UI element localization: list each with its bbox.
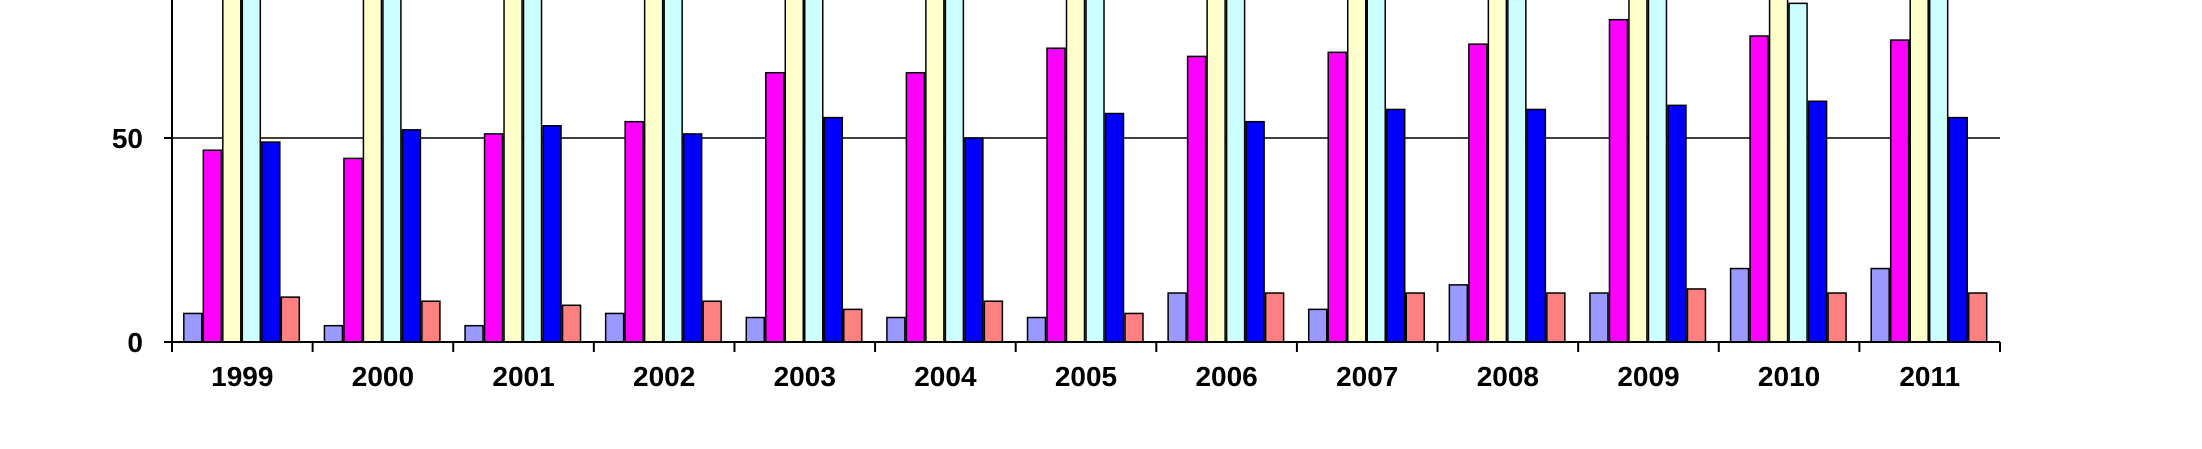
bar <box>1366 0 1386 343</box>
bar <box>343 157 363 343</box>
bar <box>222 0 242 343</box>
bar <box>1667 104 1687 343</box>
bar <box>1307 308 1328 343</box>
bar <box>804 0 824 343</box>
bar <box>1385 108 1406 343</box>
bar <box>823 116 844 343</box>
bar <box>1327 51 1347 343</box>
bar <box>503 0 523 343</box>
bar <box>241 0 262 343</box>
x-tick-label: 1999 <box>211 361 273 392</box>
y-tick-labels: 0 50 <box>112 123 143 358</box>
bar <box>643 0 664 343</box>
bar <box>561 304 582 343</box>
x-tick-label: 2010 <box>1758 361 1820 392</box>
bar <box>1206 0 1226 343</box>
y-tick-label: 50 <box>112 123 143 154</box>
x-tick-label: 2008 <box>1477 361 1539 392</box>
bar <box>1788 2 1808 343</box>
bar <box>784 0 805 343</box>
bar <box>522 0 543 343</box>
bar <box>1026 316 1047 343</box>
bar <box>624 120 644 343</box>
bar <box>1909 0 1929 343</box>
bar <box>1124 312 1144 343</box>
x-tick-label: 2006 <box>1195 361 1257 392</box>
bar <box>483 133 504 343</box>
bar <box>1889 39 1910 343</box>
bar <box>382 0 402 343</box>
bar <box>323 324 344 343</box>
bar <box>843 308 863 343</box>
bar <box>964 137 984 343</box>
bar <box>663 0 683 343</box>
bar <box>421 300 441 343</box>
x-tick-label: 2003 <box>774 361 836 392</box>
bar <box>905 71 926 343</box>
bar <box>1167 292 1187 343</box>
bar <box>1967 292 1988 343</box>
x-tick-label: 2001 <box>492 361 554 392</box>
x-tick-label: 2007 <box>1336 361 1398 392</box>
x-tick-label: 2009 <box>1617 361 1679 392</box>
bar <box>1046 47 1066 343</box>
bar <box>542 125 562 343</box>
bar <box>1487 0 1508 343</box>
bar <box>261 141 281 343</box>
x-tick-label: 2000 <box>352 361 414 392</box>
bar <box>1526 108 1547 343</box>
bar <box>1346 0 1367 343</box>
bar <box>1104 112 1125 343</box>
bar <box>280 296 301 343</box>
x-tick-label: 2004 <box>914 361 977 392</box>
bar <box>1807 100 1828 343</box>
bar <box>464 324 484 343</box>
x-tick-label: 2011 <box>1899 361 1960 392</box>
bar <box>202 149 223 343</box>
bar <box>1928 0 1949 343</box>
bar <box>1448 284 1469 343</box>
x-tick-label: 2002 <box>633 361 695 392</box>
bar <box>1686 288 1707 343</box>
bar <box>765 71 785 343</box>
bar <box>886 316 906 343</box>
bar <box>682 133 703 343</box>
bar <box>1729 267 1750 343</box>
bar <box>1468 43 1488 343</box>
bar <box>1245 120 1265 343</box>
bar <box>925 0 945 343</box>
bar <box>983 300 1004 343</box>
bar <box>401 129 422 343</box>
bar <box>1225 0 1246 343</box>
bar <box>1749 35 1769 343</box>
bar <box>1827 292 1847 343</box>
axes <box>164 0 2001 352</box>
bar <box>1628 0 1648 343</box>
bar <box>1768 0 1789 343</box>
bar <box>1186 55 1207 343</box>
bar <box>1647 0 1668 343</box>
bars <box>183 0 1988 343</box>
bar <box>702 300 722 343</box>
x-tick-labels: 1999 2000 2001 2002 2003 2004 2005 2006 2007 2008… <box>211 361 1960 392</box>
bar <box>944 0 965 343</box>
y-tick-label: 0 <box>127 327 143 358</box>
bar <box>1085 0 1105 343</box>
bar <box>1870 267 1890 343</box>
x-tick-label: 2005 <box>1055 361 1117 392</box>
bar <box>1546 292 1566 343</box>
bar <box>1507 0 1527 343</box>
bar <box>1948 116 1968 343</box>
bar <box>1405 292 1425 343</box>
bar <box>604 312 625 343</box>
bar <box>1608 18 1629 343</box>
bar <box>362 0 383 343</box>
bar <box>1065 0 1086 343</box>
bar <box>183 312 203 343</box>
bar <box>745 316 766 343</box>
bar <box>1264 292 1285 343</box>
bar <box>1589 292 1609 343</box>
